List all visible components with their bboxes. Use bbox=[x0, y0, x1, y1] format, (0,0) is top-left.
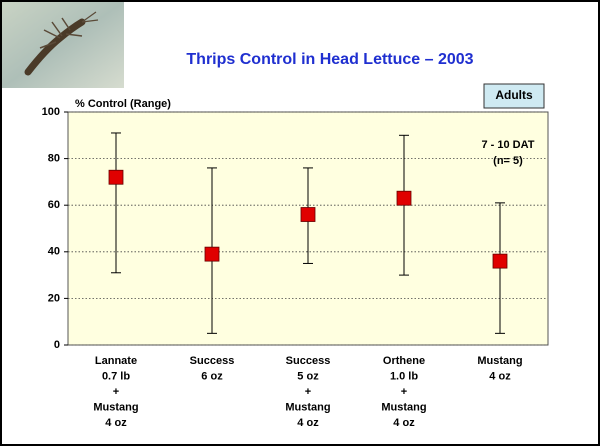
badge-box bbox=[483, 83, 545, 109]
y-tick-label: 60 bbox=[48, 199, 60, 211]
x-tick-label: + bbox=[401, 386, 407, 398]
x-tick-label: + bbox=[113, 386, 119, 398]
x-tick-label: 0.7 lb bbox=[102, 370, 130, 382]
chart-title: Thrips Control in Head Lettuce – 2003 bbox=[186, 51, 473, 68]
x-tick-label: Mustang bbox=[285, 401, 330, 413]
x-tick-label: Mustang bbox=[93, 401, 138, 413]
mean-marker bbox=[300, 207, 316, 222]
x-tick-label: Mustang bbox=[477, 355, 522, 367]
x-tick-label: 4 oz bbox=[297, 417, 319, 429]
y-tick-label: 100 bbox=[42, 106, 60, 118]
x-tick-label: Success bbox=[190, 355, 235, 367]
insect-photo bbox=[2, 2, 124, 88]
x-tick-label: 5 oz bbox=[297, 370, 319, 382]
x-tick-label: Success bbox=[286, 355, 331, 367]
x-tick-label: Lannate bbox=[95, 355, 137, 367]
mean-marker bbox=[204, 246, 220, 262]
x-tick-label: Mustang bbox=[381, 401, 426, 413]
x-tick-label: 6 oz bbox=[201, 370, 223, 382]
x-tick-label: Orthene bbox=[383, 355, 425, 367]
x-tick-label: 1.0 lb bbox=[390, 370, 418, 382]
badge: Adults bbox=[495, 88, 533, 102]
y-axis-label: % Control (Range) bbox=[75, 98, 171, 110]
x-tick-label: 4 oz bbox=[393, 417, 415, 429]
y-tick-label: 0 bbox=[54, 339, 60, 351]
mean-marker bbox=[108, 169, 124, 185]
mean-marker bbox=[396, 190, 412, 206]
mean-marker bbox=[492, 253, 508, 269]
y-tick-label: 40 bbox=[48, 246, 60, 258]
y-tick-label: 80 bbox=[48, 153, 60, 165]
y-tick-label: 20 bbox=[48, 292, 60, 304]
x-tick-label: 4 oz bbox=[105, 417, 127, 429]
x-tick-label: 4 oz bbox=[489, 370, 511, 382]
x-tick-label: + bbox=[305, 386, 311, 398]
annotation: (n= 5) bbox=[493, 155, 523, 167]
annotation: 7 - 10 DAT bbox=[482, 139, 535, 151]
